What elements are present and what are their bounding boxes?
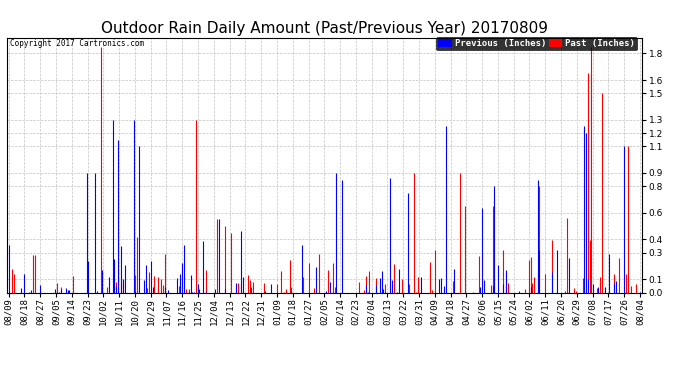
Text: Copyright 2017 Cartronics.com: Copyright 2017 Cartronics.com: [10, 39, 144, 48]
Legend: Previous (Inches), Past (Inches): Previous (Inches), Past (Inches): [436, 37, 637, 50]
Title: Outdoor Rain Daily Amount (Past/Previous Year) 20170809: Outdoor Rain Daily Amount (Past/Previous…: [101, 21, 548, 36]
